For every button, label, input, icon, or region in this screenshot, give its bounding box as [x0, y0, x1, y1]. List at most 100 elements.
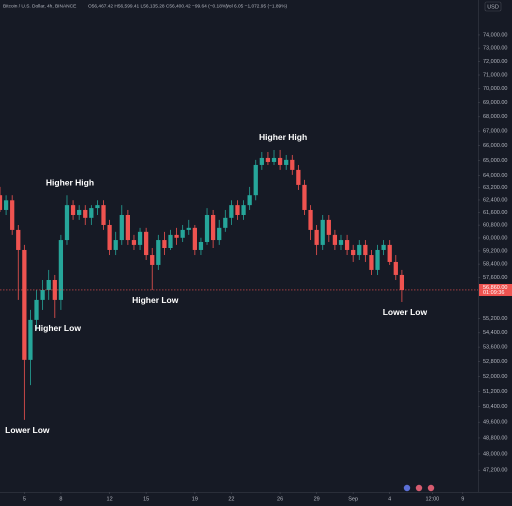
x-tick-label: Sep [348, 496, 358, 502]
currency[interactable]: USD [487, 4, 499, 10]
annotation: Higher Low [35, 323, 82, 333]
event-icon[interactable] [415, 484, 423, 492]
candle-body [22, 249, 27, 360]
candle-body [271, 157, 277, 162]
candle-body [107, 224, 112, 250]
candle-body [344, 240, 350, 250]
candle-body [204, 214, 210, 242]
y-tick-label: 52,800.00 [483, 359, 507, 365]
y-tick-label: 50,400.00 [483, 404, 507, 410]
x-tick-label: 26 [277, 496, 283, 502]
candle-body [77, 209, 82, 215]
y-tick-label: 54,400.00 [483, 330, 507, 336]
candle-body [119, 214, 124, 241]
candle-body [58, 240, 64, 300]
annotation: Lower Low [5, 425, 50, 435]
candle-body [40, 289, 45, 300]
event-icon[interactable] [403, 484, 411, 492]
candle-body [375, 249, 380, 270]
annotation: Higher Low [132, 295, 179, 305]
y-tick-label: 47,200.00 [483, 468, 507, 474]
candle-body [70, 205, 76, 215]
candle-body [83, 209, 88, 218]
candle-body [235, 205, 240, 215]
y-tick-label: 65,000.00 [483, 158, 507, 164]
candle-body [259, 157, 264, 165]
candle-body [302, 184, 307, 210]
candle-body [101, 205, 106, 225]
candle-body [357, 244, 362, 256]
candle-body [192, 227, 197, 250]
x-tick-label: 5 [23, 496, 26, 502]
candle-body [162, 240, 167, 249]
candle-body [265, 157, 271, 162]
y-tick-label: 70,000.00 [483, 86, 507, 92]
y-tick-label: 61,600.00 [483, 210, 507, 216]
ohlc-text: O56,467.42 H56,599.41 L56,135.28 C56,400… [88, 3, 228, 9]
candle-body [95, 205, 100, 209]
candle-body [217, 227, 222, 241]
candle-body [156, 240, 161, 265]
y-tick-label: 52,000.00 [483, 374, 507, 380]
candle-body [223, 217, 228, 228]
event-icon[interactable] [427, 484, 435, 492]
candle-body [284, 159, 289, 165]
y-tick-label: 68,000.00 [483, 114, 507, 120]
annotation: Higher High [46, 177, 94, 187]
candle-body [10, 200, 15, 230]
candle-body [296, 169, 301, 185]
candle-body [351, 249, 356, 256]
candle-body [64, 205, 70, 241]
candle-body [399, 274, 405, 290]
candle-body [46, 279, 51, 290]
volume-text: Vol 6.05 −1,072.95 (−1.89%) [226, 3, 287, 9]
candle-body [332, 234, 338, 245]
event-icons [403, 484, 435, 492]
candle-body [0, 195, 3, 210]
currency-box[interactable] [484, 1, 502, 12]
x-tick-label: 4 [388, 496, 391, 502]
candle-body [363, 244, 368, 256]
last-price-label: 56,860.00 [483, 285, 507, 291]
candle-body [186, 227, 191, 230]
y-tick-label: 63,200.00 [483, 185, 507, 191]
y-tick-label: 62,400.00 [483, 197, 507, 203]
y-tick-label: 72,000.00 [483, 59, 507, 65]
candle-body [144, 231, 149, 256]
candle-body [150, 255, 155, 265]
x-tick-label: 19 [192, 496, 198, 502]
y-tick-label: 73,000.00 [483, 46, 507, 52]
annotation: Lower Low [383, 307, 428, 317]
y-tick-label: 60,800.00 [483, 223, 507, 229]
candle-body [16, 229, 21, 250]
y-tick-label: 51,200.00 [483, 389, 507, 395]
candle-body [174, 234, 179, 238]
y-tick-label: 60,000.00 [483, 235, 507, 241]
candle-body [131, 240, 137, 245]
candle-body [326, 219, 331, 235]
x-tick-label: 29 [314, 496, 320, 502]
y-tick-label: 64,000.00 [483, 173, 507, 179]
candle-body [229, 205, 234, 218]
candles [0, 149, 405, 420]
y-tick-label: 66,000.00 [483, 143, 507, 149]
y-tick-label: 59,200.00 [483, 248, 507, 254]
y-tick-label: 71,000.00 [483, 72, 507, 78]
x-tick-label: 12 [107, 496, 113, 502]
candle-body [308, 209, 313, 230]
candle-body [210, 214, 216, 241]
candle-body [198, 241, 204, 250]
candle-body [320, 219, 325, 245]
candle-body [3, 200, 9, 210]
x-tick-label: 9 [461, 496, 464, 502]
candle-body [314, 229, 319, 245]
x-tick-label: 15 [143, 496, 149, 502]
x-tick-label: 22 [228, 496, 234, 502]
y-tick-label: 48,800.00 [483, 435, 507, 441]
candle-body [247, 195, 252, 206]
x-tick-label: 12:00 [425, 496, 439, 502]
y-tick-label: 55,200.00 [483, 316, 507, 322]
candle-body [34, 299, 39, 320]
candle-body [125, 214, 131, 241]
